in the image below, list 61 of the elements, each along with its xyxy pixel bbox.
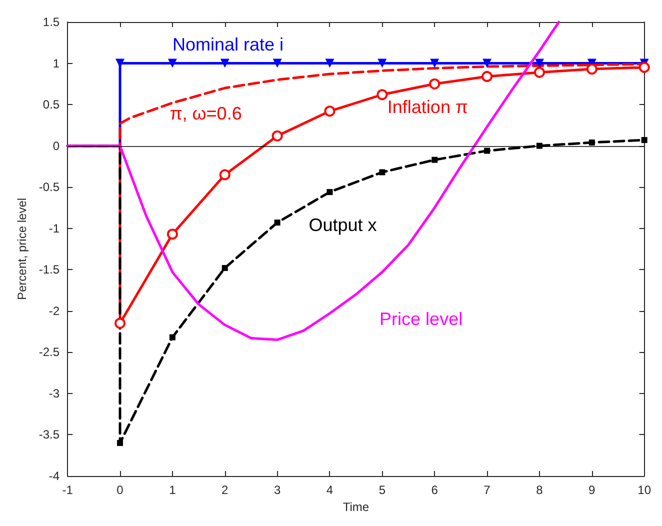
series-label: Output x: [308, 215, 377, 236]
point: [588, 140, 595, 146]
y-tick-label: 0: [52, 138, 60, 153]
point: [638, 62, 650, 73]
y-tick-label: -0.5: [38, 180, 60, 194]
y-tick-label: -1: [48, 221, 60, 236]
point: [432, 156, 438, 163]
x-tick-label: 3: [274, 483, 281, 497]
point: [484, 148, 490, 154]
x-tick-label: 8: [536, 483, 544, 497]
y-tick-label: -2: [48, 304, 60, 318]
point: [219, 169, 230, 180]
point: [117, 440, 124, 446]
point: [379, 169, 386, 176]
series-label: π, ω=0.6: [170, 104, 242, 124]
series-label: Nominal rate i: [172, 34, 284, 54]
point: [482, 70, 493, 82]
series-label: Price level: [380, 309, 463, 330]
y-axis-title: Percent, price level: [15, 198, 29, 300]
x-tick-label: 0: [116, 483, 124, 497]
point: [326, 189, 333, 196]
point: [325, 58, 334, 68]
x-tick-label: 7: [484, 483, 491, 497]
point: [324, 106, 336, 117]
y-tick-label: 0.5: [42, 98, 60, 112]
x-tick-label: 9: [588, 483, 596, 497]
x-tick-label: 2: [222, 483, 229, 497]
point: [378, 58, 387, 68]
x-tick-label: 6: [431, 483, 438, 497]
y-tick-label: -2.5: [38, 345, 60, 360]
point: [166, 228, 178, 240]
x-tick-label: -1: [62, 483, 74, 497]
y-tick-label: -3: [48, 386, 60, 400]
point: [586, 64, 598, 75]
y-tick-label: -1.5: [38, 262, 60, 277]
point: [534, 58, 544, 68]
y-tick-label: 1.5: [42, 15, 60, 29]
point: [482, 58, 492, 68]
point: [272, 130, 283, 142]
point: [222, 264, 228, 271]
x-axis-title: Time: [342, 500, 370, 514]
y-tick-label: -4: [48, 469, 60, 483]
point: [376, 89, 388, 100]
y-tick-label: 1: [52, 56, 60, 70]
x-tick-label: 10: [638, 483, 652, 497]
x-tick-label: 1: [169, 483, 176, 497]
point: [272, 58, 282, 68]
point: [641, 137, 648, 144]
point: [429, 78, 440, 90]
point: [168, 58, 177, 68]
series-label: Inflation π: [387, 97, 468, 118]
point: [220, 58, 230, 68]
point: [430, 58, 440, 68]
point: [274, 220, 280, 226]
line-series: [66, 20, 560, 342]
x-tick-label: 4: [326, 483, 334, 497]
y-tick-label: -3.5: [38, 428, 60, 442]
x-tick-label: 5: [378, 483, 386, 497]
point: [534, 66, 545, 78]
point: [169, 334, 176, 340]
point: [114, 318, 126, 329]
